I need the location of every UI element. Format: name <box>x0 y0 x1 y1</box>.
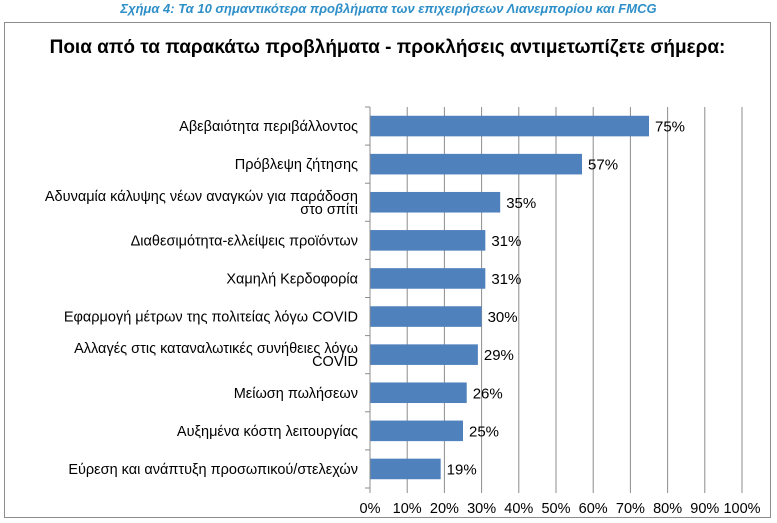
category-label-line: Εφαρμογή μέτρων της πολιτείας λόγω COVID <box>64 310 358 326</box>
category-label-line: Αβεβαιότητα περιβάλλοντος <box>179 119 358 135</box>
bar <box>370 458 441 480</box>
category-label: Αδυναμία κάλυψης νέων αναγκών για παράδο… <box>45 189 358 218</box>
value-labels: 75% 57% 35% 31% 31% 30% 29% 26% 25% 19% <box>447 119 685 479</box>
x-tick-label: 70% <box>616 501 645 517</box>
value-label: 57% <box>588 157 618 174</box>
x-tick-label: 10% <box>393 501 422 517</box>
category-label-line: Αδυναμία κάλυψης νέων αναγκών για παράδο… <box>45 189 358 205</box>
value-label: 31% <box>491 233 521 250</box>
x-tick-label: 80% <box>653 501 682 517</box>
category-label-line: Χαμηλή Κερδοφορία <box>226 271 358 287</box>
value-label: 31% <box>491 271 521 288</box>
bar-chart: Αβεβαιότητα περιβάλλοντος Πρόβλεψη ζήτηση… <box>45 106 761 517</box>
x-tick-label: 40% <box>504 501 533 517</box>
category-label: Αλλαγές στις καταναλωτικές συνήθειες λόγ… <box>74 341 358 370</box>
x-tick-label: 20% <box>430 501 459 517</box>
x-tick-label: 50% <box>541 501 570 517</box>
x-tick-label: 60% <box>579 501 608 517</box>
bar <box>370 153 583 175</box>
bar <box>370 268 486 289</box>
value-label: 26% <box>473 385 503 402</box>
value-label: 35% <box>506 195 536 212</box>
category-label: Αυξημένα κόστη λειτουργίας <box>177 424 358 440</box>
category-label-line: Αυξημένα κόστη λειτουργίας <box>177 424 358 440</box>
figure-caption: Σχήμα 4: Τα 10 σημαντικότερα προβλήματα … <box>120 1 657 16</box>
category-label: Χαμηλή Κερδοφορία <box>226 271 358 287</box>
bar <box>370 420 463 442</box>
value-label: 19% <box>447 461 477 478</box>
bars <box>370 115 649 480</box>
value-label: 29% <box>484 347 514 364</box>
category-label: Διαθεσιμότητα-ελλείψεις προϊόντων <box>131 233 358 249</box>
category-label-line: Διαθεσιμότητα-ελλείψεις προϊόντων <box>131 233 358 249</box>
bar <box>370 382 467 404</box>
bar <box>370 230 486 251</box>
category-label-line: στο σπίτι <box>300 202 358 218</box>
bar <box>370 344 478 365</box>
axis <box>365 106 743 493</box>
category-label-line: Αλλαγές στις καταναλωτικές συνήθειες λόγ… <box>74 341 358 357</box>
x-tick-label: 90% <box>690 501 719 517</box>
bar <box>370 115 649 137</box>
category-label: Εφαρμογή μέτρων της πολιτείας λόγω COVID <box>64 310 358 326</box>
category-labels: Αβεβαιότητα περιβάλλοντος Πρόβλεψη ζήτηση… <box>45 119 358 478</box>
category-label: Αβεβαιότητα περιβάλλοντος <box>179 119 358 135</box>
chart-frame: Ποια από τα παρακάτω προβλήματα - προκλή… <box>4 22 771 518</box>
chart-title: Ποια από τα παρακάτω προβλήματα - προκλή… <box>49 37 726 58</box>
category-label-line: COVID <box>312 354 358 370</box>
category-label-line: Εύρεση και ανάπτυξη προσωπικού/στελεχών <box>68 462 358 478</box>
value-label: 75% <box>655 119 685 136</box>
x-tick-label: 100% <box>723 501 760 517</box>
category-label: Εύρεση και ανάπτυξη προσωπικού/στελεχών <box>68 462 358 478</box>
value-label: 25% <box>469 423 499 440</box>
category-label: Μείωση πωλήσεων <box>234 386 358 402</box>
bar <box>370 191 501 213</box>
category-label-line: Μείωση πωλήσεων <box>234 386 358 402</box>
category-label: Πρόβλεψη ζήτησης <box>235 157 358 173</box>
value-label: 30% <box>488 309 518 326</box>
bar <box>370 306 482 327</box>
x-tick-labels: 0% 10% 20% 30% 40% 50% 60% 70% 80% 90% 100% <box>360 501 761 517</box>
x-tick-label: 0% <box>360 501 381 517</box>
category-label-line: Πρόβλεψη ζήτησης <box>235 157 358 173</box>
x-tick-label: 30% <box>467 501 496 517</box>
